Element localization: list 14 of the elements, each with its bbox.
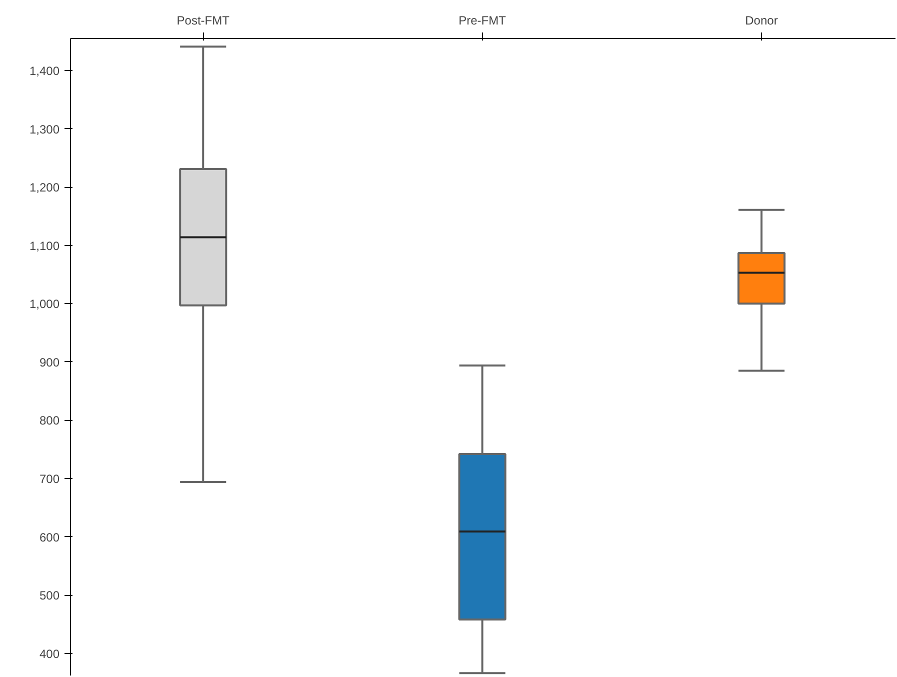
- y-tick-label: 700: [39, 472, 60, 486]
- x-tick-label: Donor: [745, 14, 778, 28]
- y-tick-label: 1,300: [29, 122, 60, 136]
- y-tick-label: 500: [39, 588, 60, 603]
- x-tick-label: Post-FMT: [176, 14, 230, 28]
- x-tick-label: Pre-FMT: [458, 14, 507, 28]
- y-tick-label: 1,200: [29, 180, 60, 195]
- y-tick-label: 1,000: [29, 297, 60, 312]
- y-tick-label: 400: [39, 646, 60, 661]
- y-tick-label: 1,400: [29, 64, 60, 78]
- y-tick-label: 600: [39, 530, 60, 544]
- y-tick-label: 900: [39, 355, 60, 370]
- y-tick-label: 1,100: [29, 238, 60, 253]
- y-tick-label: 800: [39, 414, 60, 428]
